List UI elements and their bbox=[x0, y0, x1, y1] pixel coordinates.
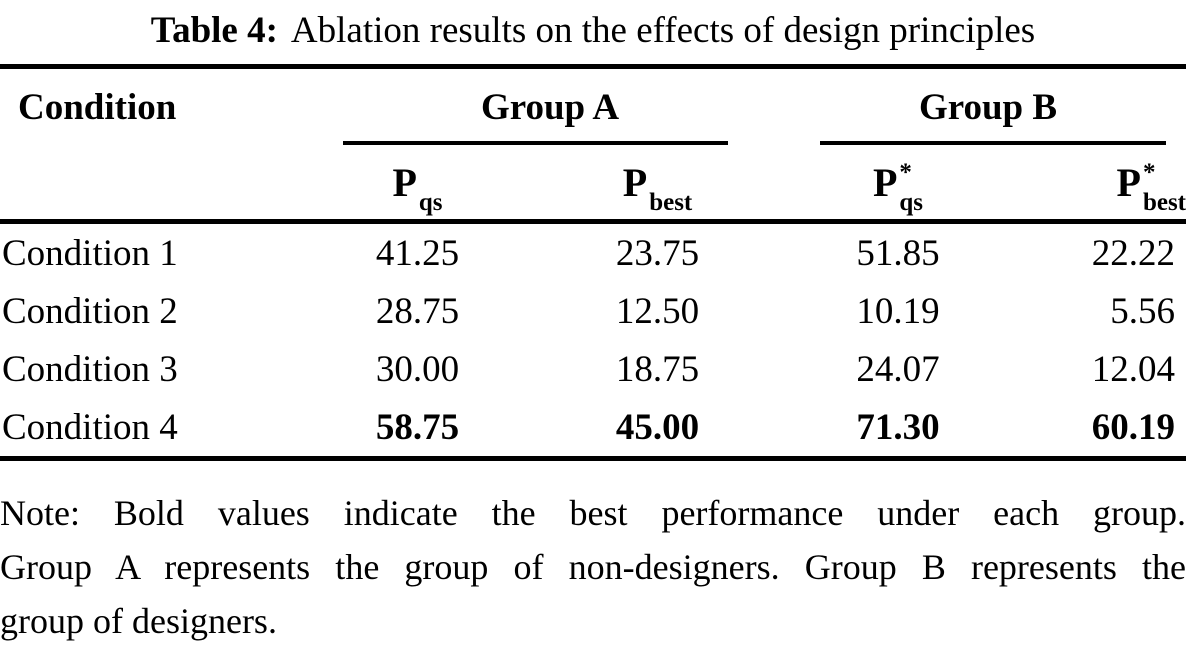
ablation-results-table: Condition Group A Group B P qs bbox=[0, 64, 1186, 461]
p-subscript: qs bbox=[418, 189, 443, 216]
table-column-header-row: P qs P best P bbox=[0, 145, 1186, 224]
cell-value: 24.07 bbox=[856, 348, 940, 390]
p-qs-star-symbol: P * qs bbox=[872, 159, 924, 216]
table-note: Note: Bold values indicate the best perf… bbox=[0, 486, 1186, 648]
row-label: Condition 1 bbox=[2, 232, 178, 274]
cell-value: 12.50 bbox=[615, 290, 700, 332]
p-best-star-symbol: P * best bbox=[1116, 159, 1186, 216]
p-subscript: best bbox=[1142, 189, 1186, 216]
cell-value: 71.30 bbox=[856, 406, 940, 448]
cell-value: 12.04 bbox=[1091, 348, 1175, 390]
row-label: Condition 2 bbox=[2, 290, 178, 332]
cell-value: 51.85 bbox=[856, 232, 940, 274]
table-caption-label: Table 4: bbox=[150, 10, 278, 51]
table-row: Condition 1 41.25 23.75 51.85 22.22 bbox=[0, 224, 1186, 282]
group-a-header: Group A bbox=[310, 69, 790, 145]
cell-value: 30.00 bbox=[375, 348, 460, 390]
p-superscript bbox=[419, 164, 443, 182]
cell-value: 28.75 bbox=[375, 290, 460, 332]
note-line: Group A represents the group of non-desi… bbox=[0, 547, 1186, 587]
cell-value: 41.25 bbox=[375, 232, 460, 274]
row-label: Condition 4 bbox=[2, 406, 178, 448]
cell-value: 60.19 bbox=[1091, 406, 1175, 448]
cell-value: 58.75 bbox=[375, 406, 460, 448]
p-star-superscript: * bbox=[1142, 159, 1156, 186]
cell-value: 10.19 bbox=[856, 290, 940, 332]
p-best-symbol: P best bbox=[622, 160, 693, 216]
column-header-pbest-group-a: P best bbox=[525, 160, 790, 219]
group-a-label: Group A bbox=[480, 86, 620, 128]
table-group-header-row: Condition Group A Group B bbox=[0, 69, 1186, 145]
note-line: Note: Bold values indicate the best perf… bbox=[0, 493, 1186, 533]
table-row: Condition 3 30.00 18.75 24.07 12.04 bbox=[0, 340, 1186, 398]
table-row: Condition 4 58.75 45.00 71.30 60.19 bbox=[0, 398, 1186, 456]
row-label: Condition 3 bbox=[2, 348, 178, 390]
cell-value: 23.75 bbox=[615, 232, 700, 274]
cell-value: 22.22 bbox=[1091, 232, 1175, 274]
column-header-condition: Condition bbox=[18, 86, 177, 128]
cell-value: 5.56 bbox=[1110, 290, 1175, 332]
table-row: Condition 2 28.75 12.50 10.19 5.56 bbox=[0, 282, 1186, 340]
p-qs-symbol: P qs bbox=[392, 160, 443, 216]
cell-value: 18.75 bbox=[615, 348, 700, 390]
column-header-spacer bbox=[0, 214, 310, 219]
group-b-header: Group B bbox=[790, 69, 1186, 145]
table-body: Condition 1 41.25 23.75 51.85 22.22 Cond… bbox=[0, 224, 1186, 456]
p-subscript: best bbox=[649, 189, 693, 216]
column-header-pqs-group-a: P qs bbox=[310, 160, 525, 219]
column-header-pbest-star-group-b: P * best bbox=[1006, 159, 1186, 219]
table-caption-text: Ablation results on the effects of desig… bbox=[290, 10, 1036, 51]
p-star-superscript: * bbox=[899, 159, 912, 186]
table-caption: Table 4: Ablation results on the effects … bbox=[0, 5, 1186, 57]
p-subscript: qs bbox=[899, 189, 924, 216]
group-b-label: Group B bbox=[918, 86, 1058, 128]
cell-value: 45.00 bbox=[615, 406, 700, 448]
p-superscript bbox=[649, 164, 692, 182]
column-header-pqs-star-group-b: P * qs bbox=[790, 159, 1006, 219]
note-line: group of designers. bbox=[0, 601, 277, 641]
